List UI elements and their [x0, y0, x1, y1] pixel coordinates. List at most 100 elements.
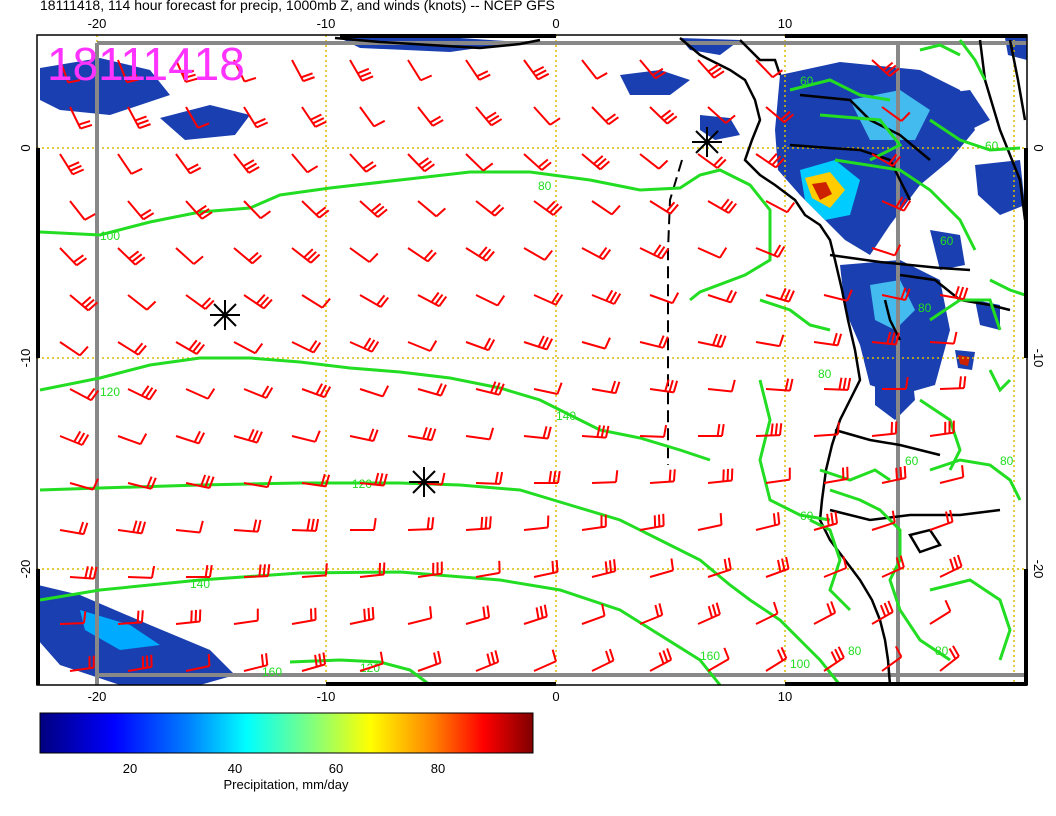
wind-barb-feather — [86, 387, 96, 399]
wind-barb-feather — [187, 163, 199, 171]
wind-barb-stem — [639, 435, 665, 438]
lon-label: -20 — [88, 16, 107, 31]
wind-barb-feather — [204, 299, 215, 310]
wind-barb-feather — [958, 286, 965, 299]
wind-barb-feather — [662, 336, 669, 349]
lat-label: -20 — [1031, 560, 1046, 579]
wind-barb-feather — [256, 431, 263, 444]
wind-barb-feather — [82, 611, 87, 624]
wind-barb-feather — [614, 381, 621, 394]
wind-barb-feather — [604, 425, 610, 438]
lat-label: -10 — [18, 349, 33, 368]
wind-barb-feather — [668, 469, 672, 482]
lon-label: -10 — [317, 16, 336, 31]
wind-barb-feather — [725, 114, 736, 124]
wind-barb-feather — [545, 200, 556, 211]
wind-barb-feather — [421, 160, 432, 169]
contour-label: 60 — [905, 454, 919, 468]
wind-barb-feather — [478, 73, 491, 81]
wind-barb-feather — [949, 558, 955, 571]
wind-barb-feather — [719, 247, 728, 259]
wind-barb-feather — [254, 342, 264, 354]
wind-barb-feather — [72, 168, 85, 176]
wind-barb-feather — [713, 156, 724, 167]
wind-barb-feather — [886, 331, 892, 344]
wind-barb-feather — [836, 422, 840, 435]
wind-barb-feather — [962, 287, 969, 300]
lon-label: -20 — [88, 689, 107, 704]
wind-barb-feather — [368, 428, 375, 441]
wind-barb-feather — [318, 653, 322, 666]
wind-barb-feather — [541, 161, 552, 171]
wind-barb-feather — [663, 112, 675, 122]
wind-barb-feather — [894, 645, 903, 658]
wind-barb-feather — [772, 513, 777, 526]
contour-label: 60 — [940, 234, 954, 248]
wind-barb-feather — [608, 648, 615, 661]
wind-barb-feather — [198, 208, 210, 217]
wind-barb-feather — [780, 646, 788, 659]
colorbar-tick: 60 — [329, 761, 343, 776]
wind-barb-feather — [359, 71, 372, 78]
dashed-boundary — [667, 159, 683, 465]
wind-barb-stem — [871, 521, 896, 531]
wind-barb-feather — [132, 520, 138, 533]
wind-barb-feather — [729, 291, 738, 303]
wind-barb-feather — [248, 251, 259, 262]
wind-barb-feather — [882, 61, 894, 72]
wind-barb-stem — [639, 153, 660, 170]
wind-barb-feather — [324, 474, 331, 487]
wind-barb-feather — [552, 205, 563, 216]
wind-barb-feather — [893, 244, 902, 256]
wind-barb-feather — [723, 558, 728, 572]
wind-barb-stem — [929, 610, 951, 625]
wind-barb-feather — [487, 339, 496, 351]
wind-barb-feather — [138, 123, 151, 130]
wind-barb-feather — [482, 606, 486, 619]
wind-barb-feather — [720, 335, 727, 348]
colorbar-label: Precipitation, mm/day — [224, 777, 349, 792]
wind-barb-feather — [903, 200, 912, 212]
wind-barb-feather — [92, 566, 98, 579]
colorbar-tick: 40 — [228, 761, 242, 776]
wind-barb-stem — [813, 433, 839, 437]
wind-barb-feather — [887, 600, 894, 613]
lon-label: -10 — [317, 689, 336, 704]
wind-barb-feather — [779, 287, 787, 300]
wind-barb-feather — [725, 289, 733, 302]
wind-barb-feather — [133, 342, 144, 354]
wind-barb-feather — [259, 296, 270, 307]
wind-barb-feather — [321, 297, 331, 309]
wind-barb-feather — [418, 157, 429, 166]
wind-barb-feather — [437, 650, 442, 663]
wind-barb-feather — [368, 252, 379, 263]
wind-barb-feather — [422, 426, 428, 439]
wind-barb-feather — [310, 113, 322, 121]
wind-barb-feather — [773, 244, 782, 256]
wind-barb-feather — [890, 332, 896, 345]
wind-barb-feather — [73, 254, 84, 263]
contour-label: 160 — [700, 649, 720, 663]
wind-barb-feather — [895, 467, 899, 480]
wind-barb-feather — [181, 69, 195, 75]
wind-barb-feather — [429, 340, 438, 352]
frame-thick-segments — [36, 34, 1028, 686]
wind-barb-feather — [953, 556, 959, 569]
wind-barb-feather — [381, 385, 390, 397]
wind-barb-feather — [777, 512, 781, 525]
wind-barb-feather — [899, 555, 905, 568]
wind-barb-feather — [185, 77, 198, 83]
lat-labels-left: 0 -10 -20 — [18, 144, 33, 578]
wind-barb-feather — [905, 376, 909, 390]
wind-barb-feather — [306, 165, 319, 174]
wind-barb-feather — [130, 167, 143, 175]
wind-barb-feather — [665, 201, 676, 213]
wind-barb-feather — [730, 379, 736, 392]
wind-barb-feather — [125, 74, 138, 80]
wind-barb-feather — [719, 512, 723, 526]
wind-barb-feather — [136, 119, 149, 126]
contour-label: 140 — [556, 409, 576, 423]
wind-barb-stem — [291, 435, 316, 443]
wind-barb-feather — [609, 291, 618, 303]
